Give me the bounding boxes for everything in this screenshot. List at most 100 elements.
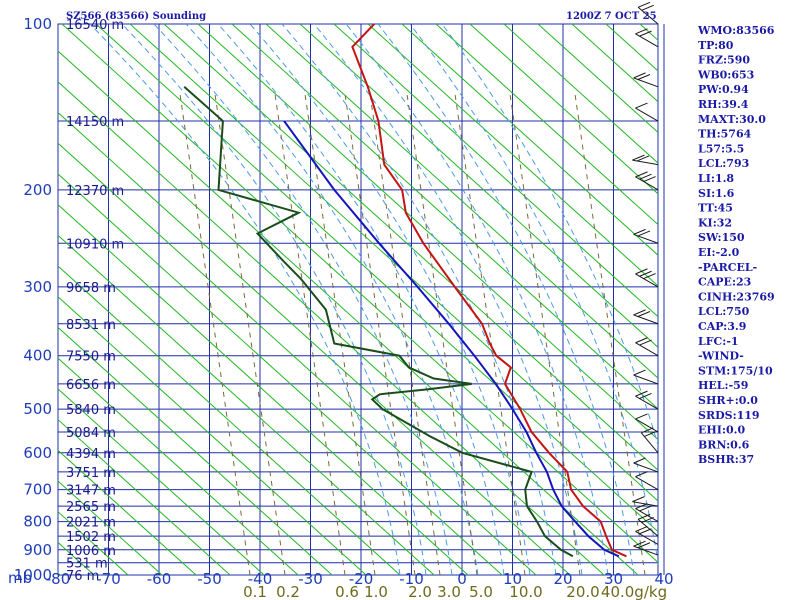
wind-barb-flag [633,457,646,464]
temperature-tick-label: -60 [147,570,172,588]
dry-adiabat-line [58,265,401,575]
parcel-path-line [283,120,620,558]
stability-index: CAPE:23 [698,276,751,289]
wind-barb-staff [635,33,659,48]
stability-index: L57:5.5 [698,142,744,155]
moist-adiabat-line [441,24,658,448]
mixing-ratio-lines [179,93,646,575]
height-label: 7550 m [66,350,116,365]
stability-index: WB0:653 [697,68,754,81]
wind-barb-flag [636,155,650,162]
wind-barb-flag [633,72,646,79]
mixing-ratio-line [369,93,441,575]
wind-barb-staff [635,395,659,410]
height-label: 5840 m [66,403,116,418]
dry-adiabat-line [61,24,658,563]
wind-barb-staff [633,374,659,385]
height-label: 14150 m [66,115,124,130]
dry-adiabat-line [299,24,658,349]
temperature-tick-label: -10 [399,570,424,588]
temperature-tick-label: 30 [604,570,623,588]
height-label: 6656 m [66,378,116,393]
stability-index: HEL:-59 [698,379,748,392]
mixing-ratio-label: 5.0 [469,583,493,600]
temperature-tick-label: -80 [46,570,71,588]
wind-barb [635,471,659,491]
height-label: 3751 m [66,466,116,481]
wind-barb-flag [633,309,646,316]
wind-barbs [632,1,659,556]
dry-adiabat-line [58,357,299,575]
wind-barb-flag [633,540,646,547]
chart-title: SZ566 (83566) Sounding [66,11,206,22]
stability-index: STM:175/10 [698,364,773,377]
wind-barb-flag [639,270,652,277]
dry-adiabat-line [58,234,435,575]
wind-barb-flag [639,173,652,180]
dry-adiabat-line [265,24,658,379]
dewpoint-profile-line [183,86,574,558]
stability-index: BSHR:37 [698,453,754,466]
wind-barb-flag [641,427,654,434]
temperature-tick-label: 0 [457,570,467,588]
wind-barb [635,413,659,433]
stability-index: LCL:750 [698,305,750,318]
wind-barb [635,28,659,48]
wind-barb-flag [637,1,651,8]
wind-barb [635,337,659,357]
stability-index: WMO:83566 [697,24,775,37]
pressure-tick-label: 900 [23,541,52,559]
wind-barb-flag [635,413,648,420]
wind-barb-flag [635,390,648,397]
stability-index: EHI:0.0 [698,424,745,437]
dry-adiabat-line [58,142,537,575]
temperature-tick-label: -20 [349,570,374,588]
stability-index: CINH:23769 [698,290,775,303]
moist-adiabat-line [281,24,557,575]
wind-barb-staff [633,462,659,473]
stability-index: LI:1.8 [698,172,734,185]
wind-barb-staff [635,342,659,357]
wind-barb-staff [637,519,659,537]
dry-adiabat-line [58,326,333,575]
mixing-ratio-label: 40.0g/kg [601,583,667,600]
y-axis-unit-label: mb [8,569,32,587]
wind-barb [633,72,659,88]
mixing-ratio-line [574,93,646,575]
wind-barb-flag [637,542,651,549]
height-label: 3147 m [66,484,116,499]
mixing-ratio-line [509,93,581,575]
wind-barb-staff [635,530,659,545]
wind-barb-staff [633,545,659,556]
wind-barb [635,268,659,288]
stability-index: CAP:3.9 [698,320,746,333]
wind-barb [633,369,659,385]
wind-barb-staff [640,432,659,454]
wind-barb-staff [633,233,659,244]
stability-index: TH:5764 [698,128,752,141]
wind-barb-staff [635,273,659,288]
pressure-tick-label: 400 [23,347,52,365]
wind-barb-staff [635,176,659,191]
wind-barb-flag [635,28,648,35]
wind-barb-staff [635,476,659,491]
height-label: 8531 m [66,318,116,333]
mixing-ratio-label: 20.0 [566,583,599,600]
dry-adiabat-line [58,173,503,575]
pressure-temperature-grid [57,23,665,576]
temperature-tick-label: -70 [96,570,121,588]
stability-index: FRZ:590 [698,54,750,67]
pressure-tick-label: 800 [23,513,52,531]
wind-barb-flag [643,273,656,280]
wind-barb [637,1,659,25]
mixing-ratio-label: 3.0 [437,583,461,600]
dry-adiabat-line [58,418,231,575]
dry-adiabat-line [58,111,571,575]
stability-index: SRDS:119 [698,409,760,422]
moist-adiabat-line [217,24,505,575]
wind-barb-flag [635,268,648,275]
moist-adiabat-line [153,24,453,575]
height-label: 5084 m [66,426,116,441]
wind-barb [633,309,659,325]
